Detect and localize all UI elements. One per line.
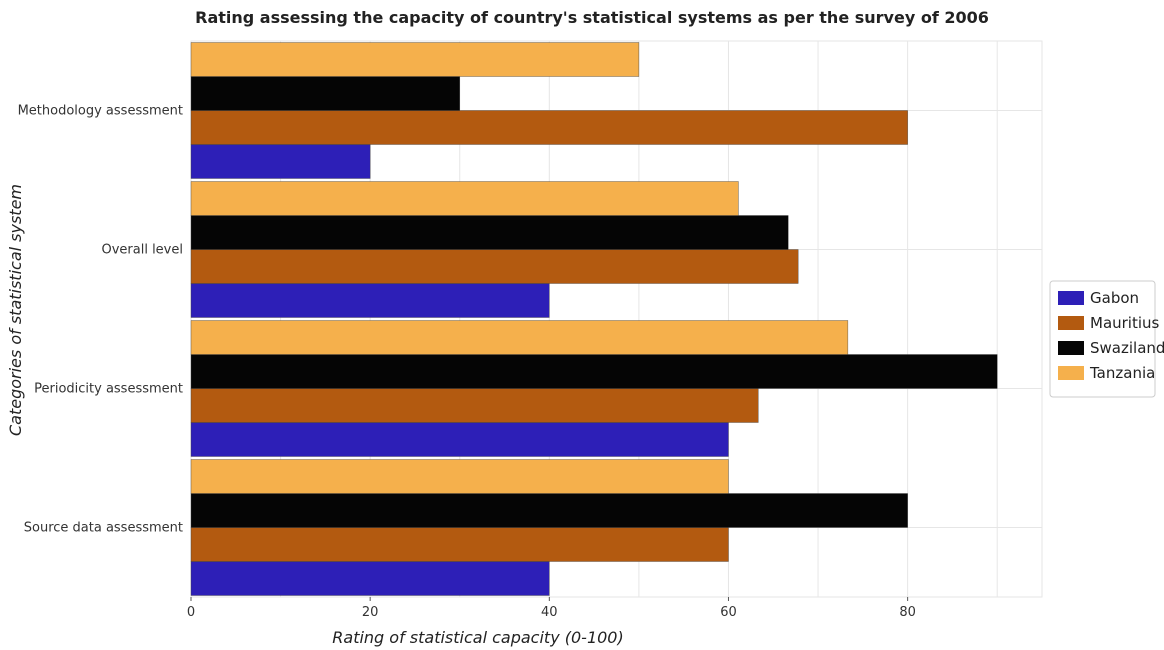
x-tick-label: 80 — [899, 605, 916, 620]
legend-label-swaziland: Swaziland — [1090, 339, 1164, 357]
bar-mauritius-3 — [190, 388, 759, 423]
bar-mauritius-4 — [190, 527, 729, 562]
chart-title: Rating assessing the capacity of country… — [195, 8, 989, 27]
bar-gabon-4 — [190, 561, 550, 596]
plot-area: Methodology assessment Overall level Perio… — [18, 40, 1043, 620]
bar-swaziland-4 — [190, 493, 908, 528]
x-tick-label: 60 — [720, 605, 737, 620]
bar-tanzania-2 — [190, 181, 739, 216]
legend: Gabon Mauritius Swaziland Tanzania — [1049, 280, 1164, 398]
y-axis-label: Categories of statistical system — [6, 184, 25, 436]
y-tick-label: Methodology assessment — [18, 104, 183, 119]
bar-gabon-3 — [190, 422, 729, 457]
legend-label-tanzania: Tanzania — [1089, 364, 1155, 382]
bar-tanzania-1 — [190, 42, 640, 77]
x-tick-label: 20 — [362, 605, 379, 620]
legend-swatch-swaziland — [1058, 341, 1084, 355]
bar-gabon-2 — [190, 283, 550, 318]
legend-swatch-gabon — [1058, 291, 1084, 305]
legend-swatch-mauritius — [1058, 316, 1084, 330]
legend-swatch-tanzania — [1058, 366, 1084, 380]
y-tick-label: Periodicity assessment — [34, 382, 183, 397]
x-tick-label: 40 — [541, 605, 558, 620]
y-tick-label: Overall level — [101, 243, 183, 258]
plot-border — [190, 40, 1043, 598]
bar-swaziland-2 — [190, 215, 789, 250]
x-tick-label: 0 — [187, 605, 195, 620]
bar-tanzania-3 — [190, 320, 849, 355]
legend-label-gabon: Gabon — [1090, 289, 1139, 307]
bar-gabon-1 — [190, 144, 371, 179]
bar-mauritius-1 — [190, 110, 908, 145]
x-axis-label: Rating of statistical capacity (0-100) — [332, 628, 623, 647]
legend-label-mauritius: Mauritius — [1090, 314, 1160, 332]
bar-swaziland-3 — [190, 354, 998, 389]
bar-swaziland-1 — [190, 76, 460, 111]
bar-tanzania-4 — [190, 459, 729, 494]
bar-mauritius-2 — [190, 249, 799, 284]
y-tick-label: Source data assessment — [24, 521, 183, 536]
